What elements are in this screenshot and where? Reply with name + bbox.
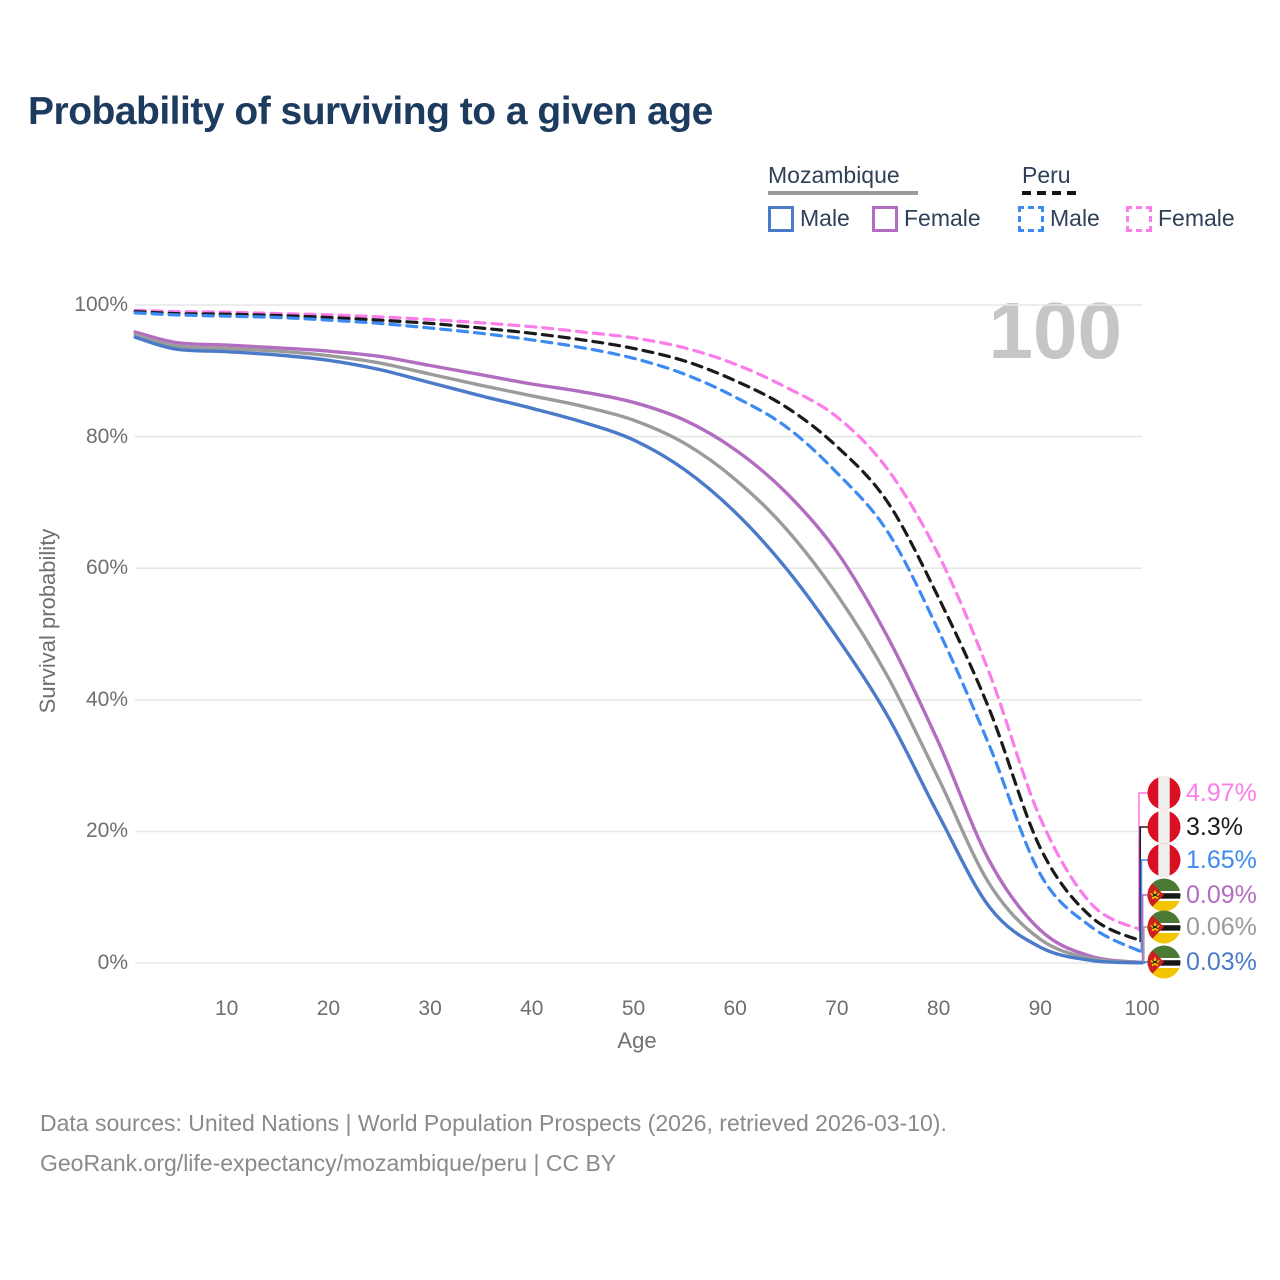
series-line-mozambique-female: [133, 330, 1144, 965]
y-tick-label: 40%: [85, 687, 128, 711]
x-tick-label: 20: [316, 997, 341, 1020]
y-axis-title: Survival probability: [35, 528, 60, 714]
end-label-mozambique-female: 0.09%: [1147, 878, 1257, 912]
peru-flag-icon: [1147, 843, 1181, 877]
mozambique-male-swatch-icon: [768, 205, 794, 232]
x-tick-label: 60: [723, 997, 747, 1020]
end-label-value: 1.65%: [1186, 845, 1257, 874]
peru-male-swatch-icon: [1018, 205, 1044, 232]
legend-label: Male: [1050, 205, 1100, 231]
footer-sources: Data sources: United Nations | World Pop…: [40, 1110, 947, 1136]
y-tick-label: 20%: [85, 819, 128, 843]
series-line-peru-male: [133, 311, 1144, 954]
x-tick-label: 80: [926, 997, 951, 1020]
series-line-peru-female: [133, 308, 1144, 932]
x-tick-label: 40: [520, 997, 544, 1020]
end-label-peru-female: 4.97%: [1147, 776, 1257, 810]
x-axis-title: Age: [617, 1028, 657, 1053]
legend-group-mozambique[interactable]: Mozambique: [768, 162, 900, 188]
series-line-mozambique: [133, 332, 1144, 965]
mozambique-flag-icon: [1147, 878, 1181, 912]
page-title: Probability of surviving to a given age: [28, 90, 713, 133]
legend-item-peru-male[interactable]: Male: [1018, 205, 1100, 232]
mozambique-female-swatch-icon: [872, 205, 898, 232]
end-label-mozambique-male: 0.03%: [1147, 945, 1257, 979]
y-tick-label: 100%: [74, 293, 128, 316]
series-line-mozambique-male: [133, 335, 1144, 965]
x-tick-label: 90: [1028, 997, 1052, 1020]
x-tick-label: 70: [825, 997, 849, 1020]
mozambique-flag-icon: [1147, 910, 1181, 944]
peru-female-swatch-icon: [1126, 205, 1152, 232]
age-counter-watermark: 100: [988, 286, 1122, 375]
x-tick-label: 30: [418, 997, 442, 1020]
series-line-peru: [133, 310, 1144, 943]
x-tick-label: 10: [215, 997, 239, 1020]
y-tick-label: 80%: [85, 424, 128, 448]
end-label-value: 0.06%: [1186, 912, 1257, 941]
legend-label: Female: [1158, 205, 1235, 231]
end-label-peru-male: 1.65%: [1147, 843, 1257, 877]
mozambique-flag-icon: [1147, 945, 1181, 979]
footer-link: GeoRank.org/life-expectancy/mozambique/p…: [40, 1150, 617, 1176]
end-label-value: 0.09%: [1186, 880, 1257, 909]
y-tick-label: 60%: [85, 556, 128, 580]
legend-item-mozambique-female[interactable]: Female: [872, 205, 981, 232]
end-label-peru: 3.3%: [1147, 810, 1243, 844]
y-tick-label: 0%: [97, 951, 128, 974]
peru-flag-icon: [1147, 810, 1181, 844]
mozambique-line-sample: [768, 191, 918, 195]
end-label-value: 4.97%: [1186, 778, 1257, 807]
legend-label: Female: [904, 205, 981, 231]
end-label-value: 0.03%: [1186, 947, 1257, 976]
legend-group-peru[interactable]: Peru: [1022, 162, 1071, 188]
peru-flag-icon: [1147, 776, 1181, 810]
peru-line-sample: [1022, 191, 1076, 195]
x-tick-label: 50: [621, 997, 646, 1020]
legend-item-peru-female[interactable]: Female: [1126, 205, 1235, 232]
end-label-mozambique: 0.06%: [1147, 910, 1257, 944]
end-label-value: 3.3%: [1186, 812, 1243, 841]
legend-label: Male: [800, 205, 850, 231]
legend-item-mozambique-male[interactable]: Male: [768, 205, 850, 232]
x-tick-label: 100: [1124, 997, 1160, 1020]
